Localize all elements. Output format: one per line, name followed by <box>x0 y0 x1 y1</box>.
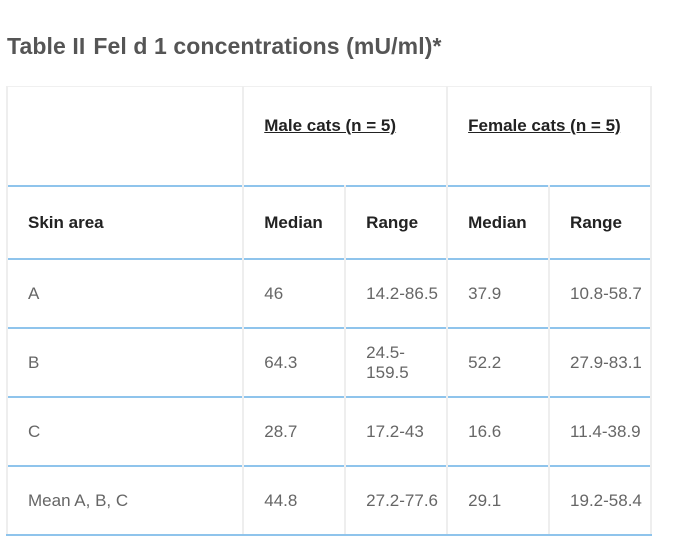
table-cell: 17.2-43 <box>345 396 449 466</box>
table-cell: 44.8 <box>243 465 347 536</box>
table-row: C 28.7 17.2-43 16.6 11.4-38.9 <box>5 396 652 466</box>
table-cell: 11.4-38.9 <box>549 396 652 466</box>
female-cats-group-label: Female cats (n = 5) <box>468 116 621 135</box>
table-cell: 27.9-83.1 <box>549 327 652 397</box>
table-cell: 16.6 <box>447 396 551 466</box>
table-cell: 29.1 <box>447 465 551 536</box>
table-cell: 64.3 <box>243 327 347 397</box>
table-cell: 27.2-77.6 <box>345 465 449 536</box>
group-header-cell: Male cats (n = 5) <box>243 86 449 186</box>
column-header: Range <box>345 185 449 259</box>
column-header: Skin area <box>5 185 245 259</box>
table-cell: 10.8-58.7 <box>549 258 652 328</box>
table-cell: A <box>5 258 245 328</box>
table-label: Table II <box>7 33 86 59</box>
table-cell: 46 <box>243 258 347 328</box>
table-cell: C <box>5 396 245 466</box>
table-cell: 24.5-159.5 <box>345 327 449 397</box>
table-cell: 52.2 <box>447 327 551 397</box>
table-title: Table II Fel d 1 concentrations (mU/ml)* <box>7 33 442 60</box>
column-header-row: Skin area Median Range Median Range <box>5 185 652 259</box>
group-header-cell: Female cats (n = 5) <box>447 86 652 186</box>
group-header-empty <box>5 86 245 186</box>
table-row: B 64.3 24.5-159.5 52.2 27.9-83.1 <box>5 327 652 397</box>
data-table: Male cats (n = 5) Female cats (n = 5) Sk… <box>5 86 652 536</box>
table-cell: 28.7 <box>243 396 347 466</box>
table-row: A 46 14.2-86.5 37.9 10.8-58.7 <box>5 258 652 328</box>
column-header: Median <box>447 185 551 259</box>
male-cats-group-label: Male cats (n = 5) <box>264 116 397 135</box>
group-header-row: Male cats (n = 5) Female cats (n = 5) <box>5 86 652 186</box>
table-row: Mean A, B, C 44.8 27.2-77.6 29.1 19.2-58… <box>5 465 652 536</box>
table-cell: B <box>5 327 245 397</box>
table-cell: 19.2-58.4 <box>549 465 652 536</box>
table-cell: 37.9 <box>447 258 551 328</box>
column-header: Median <box>243 185 347 259</box>
table-cell: Mean A, B, C <box>5 465 245 536</box>
column-header: Range <box>549 185 652 259</box>
table-caption: Fel d 1 concentrations (mU/ml)* <box>93 33 442 59</box>
table-cell: 14.2-86.5 <box>345 258 449 328</box>
